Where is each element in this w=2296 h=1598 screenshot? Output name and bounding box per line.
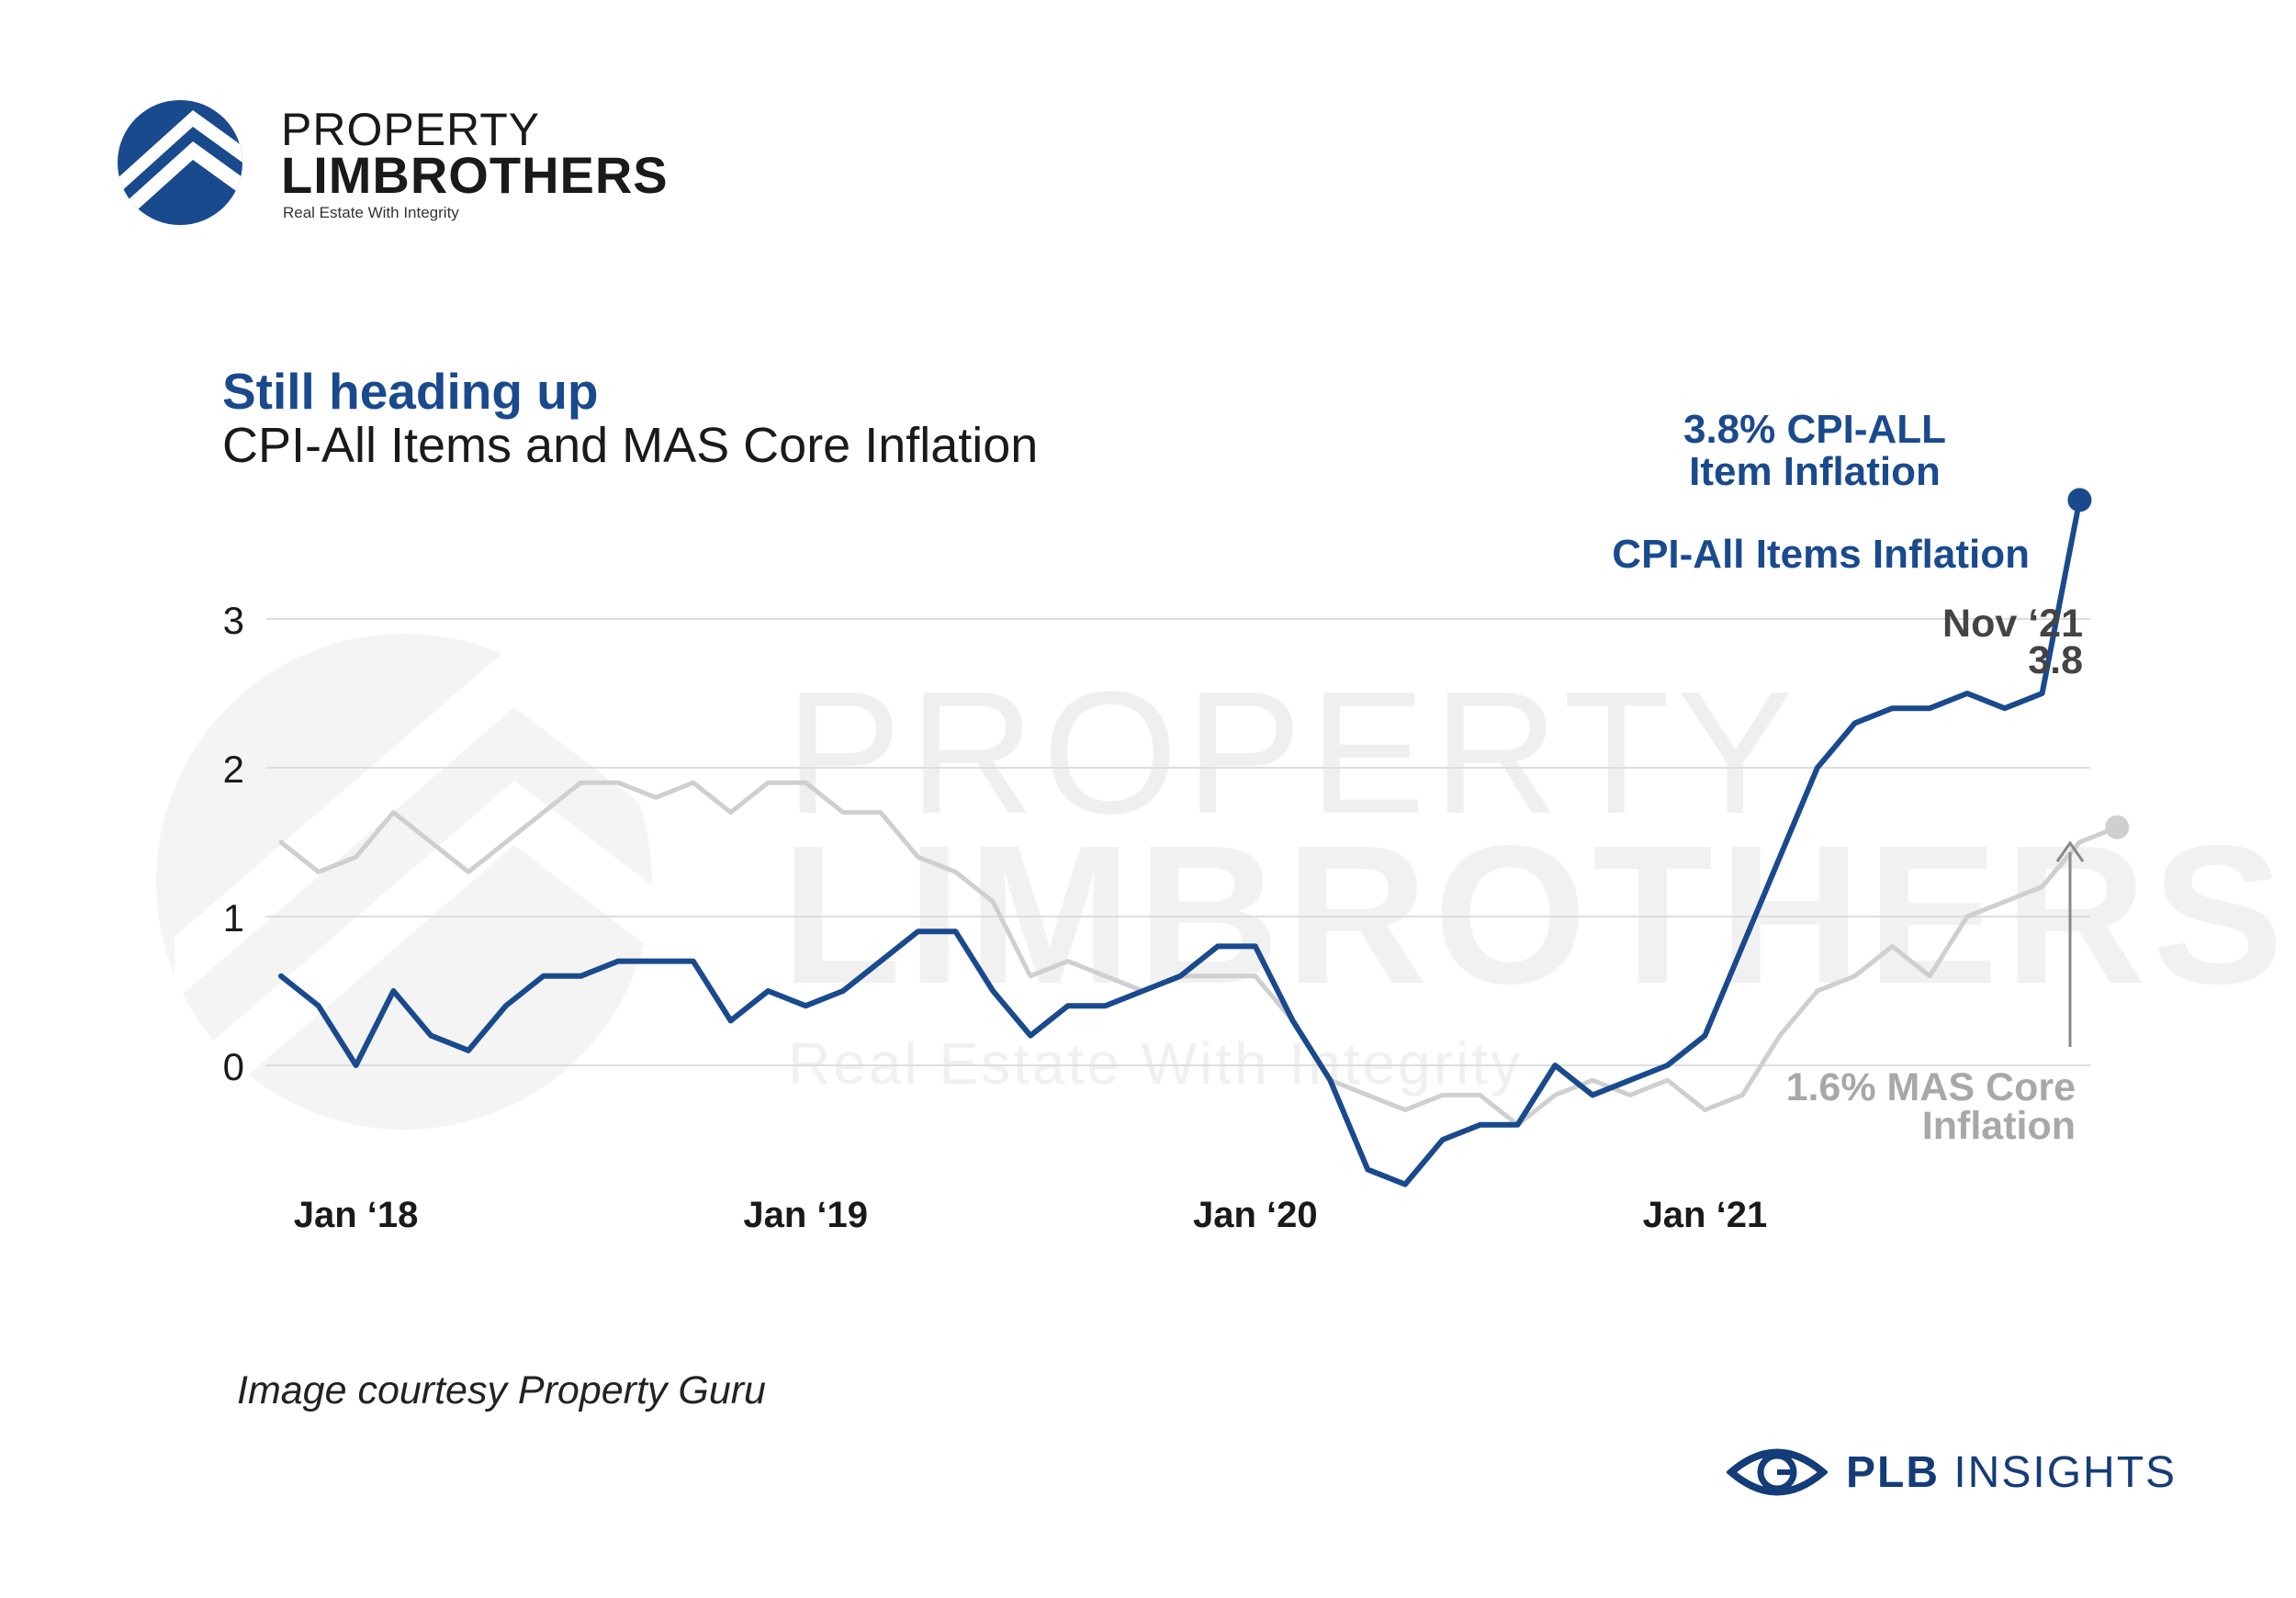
core-arrow-head — [2055, 840, 2085, 862]
y-axis: 0 1 2 3 — [223, 599, 244, 1088]
x-tick-label: Jan ‘18 — [294, 1195, 419, 1235]
eye-icon — [1727, 1448, 1828, 1496]
series-line-cpi-all-items — [278, 497, 2083, 1187]
brand-name-line2: LIMBROTHERS — [281, 146, 669, 204]
brand-name-line1: PROPERTY — [281, 104, 541, 155]
x-axis: Jan ‘18 Jan ‘19 Jan ‘20 Jan ‘21 — [294, 1195, 1767, 1235]
roof-chevron-logo-icon — [118, 100, 242, 225]
core-value-annotation-line2: Inflation — [1922, 1104, 2076, 1148]
cpi-series-label: CPI-All Items Inflation — [1612, 532, 2030, 577]
plb-insights-logo: PLB INSIGHTS — [1727, 1440, 2204, 1504]
plb-insights-rest: INSIGHTS — [1940, 1448, 2178, 1497]
watermark-line2: LIMBROTHERS — [781, 804, 2290, 1025]
plb-insights-text: PLB INSIGHTS — [1846, 1447, 2177, 1498]
x-tick-label: Jan ‘20 — [1193, 1195, 1318, 1235]
core-value-annotation: 1.6% MAS Core — [1786, 1065, 2076, 1109]
watermark-line1: PROPERTY — [785, 656, 1801, 850]
latest-value-label: 3.8 — [2028, 638, 2083, 682]
series-line-mas-core — [278, 780, 2120, 1128]
series-lines — [278, 488, 2130, 1187]
brand-logo: PROPERTY LIMBROTHERS Real Estate With In… — [118, 97, 669, 235]
brand-tagline: Real Estate With Integrity — [283, 204, 459, 221]
cpi-value-annotation: 3.8% CPI-ALL — [1683, 407, 1946, 452]
watermark: PROPERTY LIMBROTHERS Real Estate With In… — [156, 634, 2290, 1139]
y-tick-label: 0 — [223, 1045, 244, 1088]
watermark-line3: Real Estate With Integrity — [788, 1030, 1523, 1097]
cpi-value-annotation-line2: Item Inflation — [1689, 449, 1941, 494]
x-tick-label: Jan ‘21 — [1643, 1195, 1768, 1235]
series-end-point-mas-core — [2105, 815, 2130, 839]
latest-month-label: Nov ‘21 — [1942, 602, 2083, 646]
grid — [266, 618, 2090, 1066]
x-tick-label: Jan ‘19 — [743, 1195, 868, 1235]
y-tick-label: 3 — [223, 599, 244, 642]
chart-title: Still heading up — [222, 363, 599, 420]
image-credit: Image courtesy Property Guru — [237, 1368, 766, 1412]
plb-insights-bold: PLB — [1846, 1448, 1940, 1497]
y-tick-label: 2 — [223, 748, 244, 791]
chart-subtitle: CPI-All Items and MAS Core Inflation — [222, 418, 1039, 473]
y-tick-label: 1 — [223, 896, 244, 940]
series-end-point-cpi-all-items — [2067, 488, 2092, 512]
